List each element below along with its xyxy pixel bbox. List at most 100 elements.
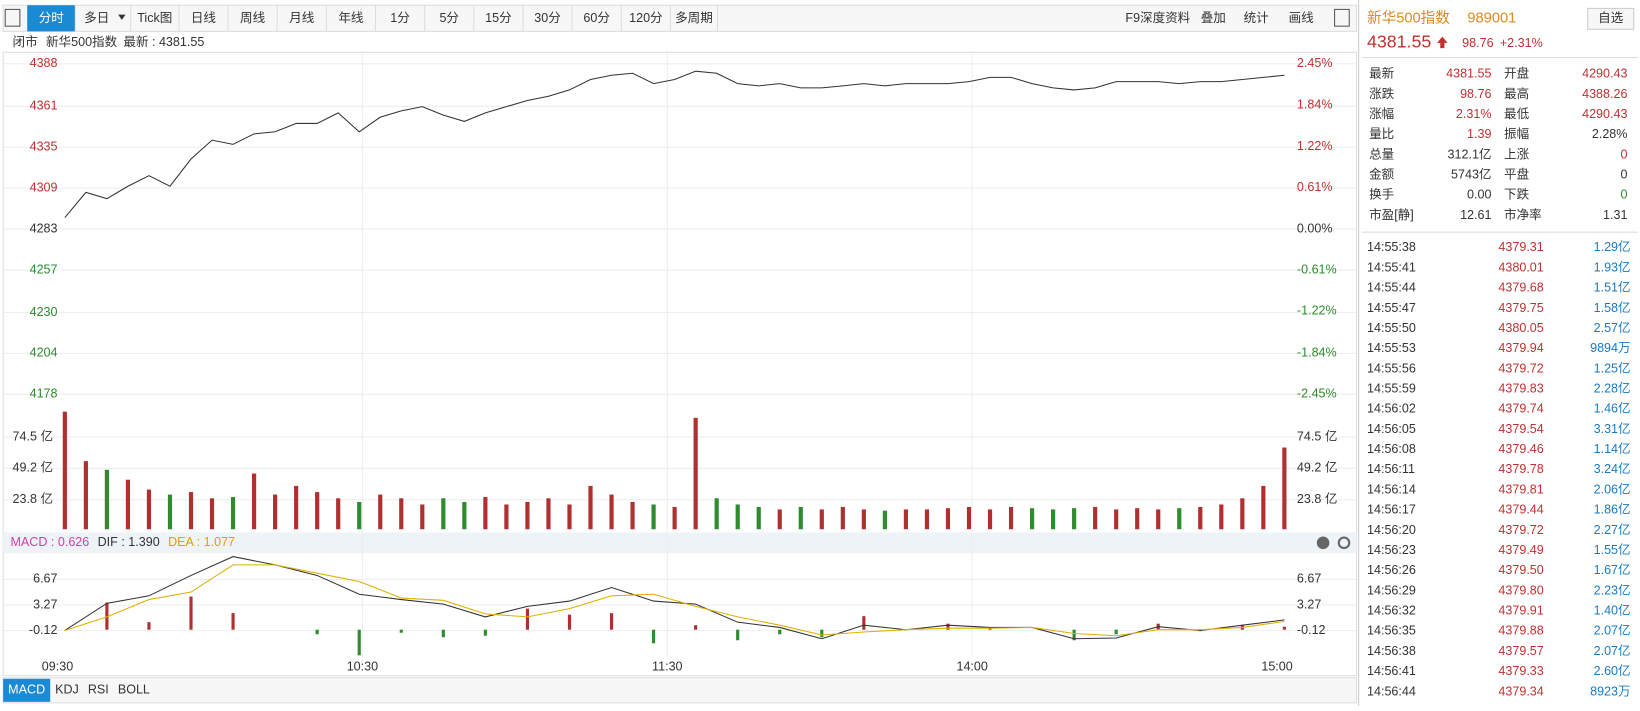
volume-bar: [251, 473, 257, 530]
stat-label: 总量: [1369, 147, 1394, 161]
x-tick-label: 15:00: [1261, 660, 1292, 674]
tick-price: 4379.31: [1498, 240, 1543, 254]
y-tick-label: 4361: [30, 99, 58, 113]
tick-volume: 1.55亿: [1594, 543, 1631, 557]
toggle-right[interactable]: [1334, 8, 1350, 27]
volume-bar: [546, 498, 551, 530]
indicator-tab[interactable]: RSI: [88, 683, 109, 697]
tab[interactable]: Tick图: [137, 11, 172, 25]
indicator-tab[interactable]: KDJ: [55, 683, 79, 697]
panel-name: 新华500指数: [1367, 10, 1450, 27]
macd-bar: [988, 628, 992, 630]
stat-value: 312.1亿: [1448, 147, 1492, 161]
settings-icon[interactable]: [1337, 536, 1351, 550]
tool[interactable]: 统计: [1244, 11, 1270, 25]
volume-bar: [273, 494, 278, 530]
indicator-active: [3, 678, 51, 702]
tool[interactable]: F9深度资料: [1125, 10, 1190, 25]
close-icon[interactable]: [1316, 536, 1330, 550]
volume-bar: [167, 494, 173, 530]
y2-tick-label: 1.22%: [1297, 139, 1333, 153]
tick-time: 14:56:23: [1367, 543, 1416, 557]
y2-tick-label: -2.45%: [1297, 387, 1337, 401]
tab[interactable]: 年线: [338, 11, 364, 25]
tab[interactable]: 多周期: [675, 11, 713, 25]
tab[interactable]: 120分: [629, 11, 663, 25]
volume-bar: [483, 497, 488, 530]
macd-bar: [1114, 629, 1118, 635]
tab[interactable]: 分时: [39, 11, 65, 25]
tool[interactable]: 叠加: [1201, 11, 1226, 25]
macd-bar: [1282, 626, 1286, 630]
tick-time: 14:55:47: [1367, 301, 1416, 315]
watch-label[interactable]: 自选: [1598, 11, 1624, 25]
macd-bar: [189, 596, 193, 630]
y-tick-label: 4178: [30, 387, 58, 401]
tab[interactable]: 15分: [485, 11, 512, 25]
y2-tick-label: 0.00%: [1297, 221, 1333, 235]
volume-bar: [83, 461, 88, 530]
tick-volume: 2.28亿: [1594, 382, 1631, 396]
tick-volume: 1.86亿: [1594, 503, 1631, 517]
volume-bar: [609, 494, 614, 530]
macd-legend: DEA : 1.077: [168, 535, 235, 549]
tab[interactable]: 1分: [390, 11, 410, 25]
tick-price: 4379.33: [1498, 664, 1543, 678]
tick-volume: 2.23亿: [1594, 583, 1631, 597]
index-name: 新华500指数: [46, 34, 118, 49]
volume-bar: [1240, 498, 1245, 530]
tick-price: 4379.91: [1498, 604, 1543, 618]
macd-bar: [820, 629, 824, 638]
volume-bar: [861, 509, 866, 530]
tick-price: 4379.46: [1498, 442, 1543, 456]
indicator-tab[interactable]: BOLL: [118, 683, 150, 697]
volume-bar: [987, 509, 993, 530]
stat-label: 涨幅: [1369, 107, 1394, 121]
tick-price: 4379.72: [1498, 361, 1543, 375]
volume-bar: [756, 506, 761, 530]
watch-button[interactable]: [1587, 7, 1635, 30]
stat-label: 上涨: [1504, 147, 1530, 161]
volume-bar: [399, 498, 404, 530]
stat-label: 涨跌: [1369, 86, 1395, 101]
volume-bar: [420, 504, 425, 530]
tick-volume: 3.24亿: [1594, 462, 1631, 476]
volume-bar: [777, 509, 782, 530]
stat-label: 下跌: [1504, 187, 1530, 202]
stat-value: 12.61: [1460, 208, 1491, 222]
tab[interactable]: 多日: [84, 11, 109, 25]
tick-volume: 2.07亿: [1594, 644, 1631, 658]
macd-line: [64, 556, 1285, 640]
latest: 最新 : 4381.55: [123, 34, 204, 49]
tool[interactable]: 画线: [1289, 11, 1315, 25]
tab[interactable]: 日线: [191, 11, 217, 25]
tab[interactable]: 5分: [439, 11, 459, 25]
y-tick-label: 4309: [30, 180, 58, 194]
stat-value: 5743亿: [1451, 168, 1491, 182]
panel-code: 989001: [1467, 11, 1516, 27]
macd-bar: [567, 614, 572, 630]
tick-volume: 2.06亿: [1594, 482, 1631, 496]
tick-price: 4379.44: [1498, 503, 1543, 517]
tick-time: 14:55:53: [1367, 341, 1416, 355]
tick-time: 14:56:35: [1367, 624, 1416, 638]
tab[interactable]: 60分: [583, 11, 610, 25]
volume-bar: [798, 506, 803, 530]
indicator-tab[interactable]: MACD: [8, 683, 45, 697]
volume-bar: [104, 469, 109, 530]
tick-volume: 1.46亿: [1594, 402, 1631, 416]
tab[interactable]: 月线: [289, 11, 315, 25]
tab[interactable]: 周线: [240, 11, 266, 25]
macd-bar: [1072, 629, 1076, 641]
toggle-left[interactable]: [4, 8, 21, 27]
volume-bar: [1261, 485, 1266, 530]
tab[interactable]: 30分: [534, 11, 561, 25]
macd-bar: [357, 629, 361, 656]
macd-bar: [609, 613, 614, 630]
volume-bar: [1219, 504, 1224, 530]
tick-volume: 1.25亿: [1594, 361, 1631, 375]
stat-value: 4381.55: [1446, 67, 1491, 81]
volume-bar: [1051, 509, 1056, 530]
y-tick-label: 49.2 亿: [13, 461, 53, 475]
